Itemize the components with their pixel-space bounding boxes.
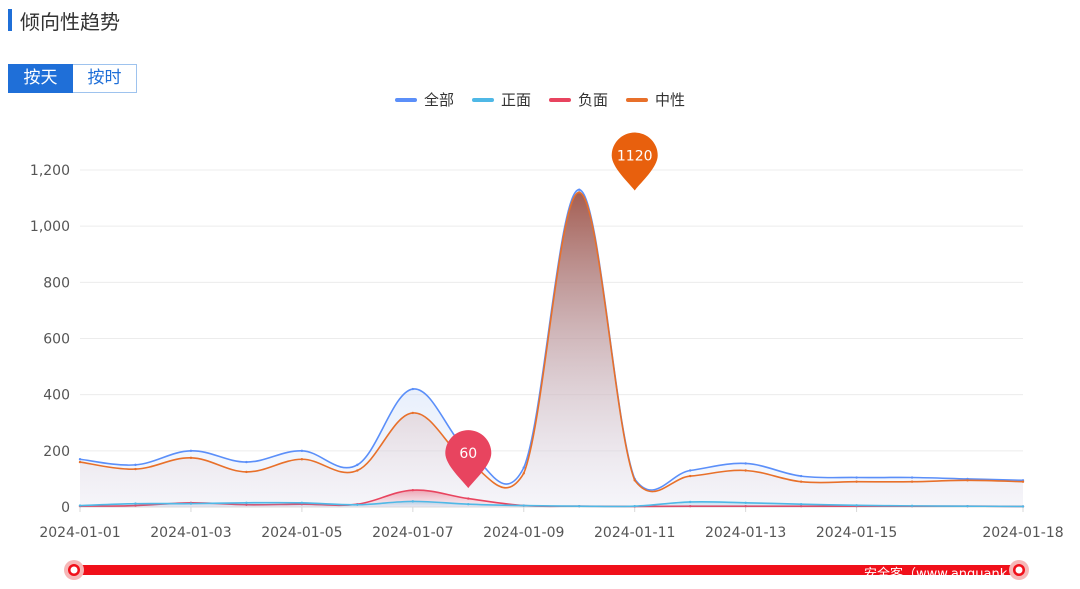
data-point (78, 504, 82, 507)
data-point (578, 191, 581, 194)
data-point (189, 502, 193, 505)
x-tick-label: 2024-01-13 (705, 525, 786, 541)
data-point (799, 502, 803, 506)
x-tick-label: 2024-01-15 (816, 525, 897, 541)
data-point (688, 469, 692, 472)
legend-label: 中性 (655, 91, 686, 109)
y-tick-label: 200 (43, 444, 70, 460)
data-point (245, 460, 248, 464)
x-tick-label: 2024-01-07 (372, 525, 453, 541)
x-tick-label: 2024-01-01 (39, 525, 120, 541)
y-tick-label: 600 (43, 332, 70, 348)
series-line-正面 (79, 500, 1024, 508)
by-day-button[interactable]: 按天 (8, 64, 73, 93)
y-tick-label: 0 (61, 500, 70, 516)
area-正面 (80, 501, 1023, 507)
zoom-handle-start[interactable] (64, 560, 84, 580)
legend-label: 负面 (578, 91, 609, 109)
watermark-text: 安全客（www.anquank (864, 567, 1008, 582)
y-tick-label: 400 (43, 388, 70, 404)
data-point (356, 469, 359, 472)
data-point (356, 503, 359, 506)
data-point (744, 469, 747, 472)
data-point (134, 502, 137, 505)
data-point (300, 449, 304, 453)
data-point (189, 456, 193, 460)
data-point (189, 449, 193, 453)
data-point (744, 501, 747, 504)
data-point (910, 504, 914, 508)
data-point (522, 472, 525, 475)
data-point (910, 480, 914, 483)
x-tick-label: 2024-01-18 (982, 525, 1063, 541)
y-tick-label: 1,200 (30, 163, 70, 179)
data-point (744, 462, 747, 465)
legend-swatch (549, 97, 571, 102)
annotation-pin (445, 430, 492, 489)
data-point (688, 474, 692, 478)
data-point (578, 188, 581, 191)
data-point (411, 411, 415, 415)
annotation-label: 1120 (617, 148, 653, 164)
data-point (966, 479, 969, 482)
data-point (799, 474, 803, 478)
data-point (855, 476, 858, 479)
data-point (1021, 505, 1025, 508)
x-tick-label: 2024-01-03 (150, 525, 231, 541)
data-point (522, 504, 525, 507)
area-中性 (80, 192, 1023, 507)
legend-swatch (394, 97, 417, 102)
x-tick-label: 2024-01-05 (261, 525, 342, 541)
legend-item[interactable]: 中性 (626, 89, 685, 110)
data-point (467, 502, 470, 506)
annotation-pin (611, 132, 658, 191)
data-point (245, 501, 248, 504)
data-point (799, 480, 803, 483)
data-point (411, 387, 415, 391)
zoom-slider-track (74, 565, 1019, 575)
data-point (467, 497, 470, 500)
legend-item[interactable]: 正面 (471, 89, 531, 110)
legend-item[interactable]: 全部 (394, 89, 454, 110)
data-point (966, 504, 969, 508)
data-point (633, 479, 636, 482)
x-tick-label: 2024-01-09 (483, 525, 564, 541)
data-point (356, 463, 359, 467)
chart-legend: 全部 正面 负面 中性 (0, 89, 1080, 110)
legend-label: 全部 (423, 91, 454, 109)
data-point (300, 501, 304, 504)
y-tick-label: 800 (43, 275, 70, 291)
y-tick-label: 1,000 (30, 219, 70, 235)
data-point (245, 470, 248, 474)
granularity-toggle: 按天 按时 (8, 64, 137, 93)
data-point (688, 500, 692, 504)
data-point (522, 466, 525, 469)
legend-swatch (471, 97, 494, 102)
legend-item[interactable]: 负面 (549, 89, 608, 110)
title-accent-bar (8, 9, 12, 31)
data-point (910, 476, 914, 479)
series-line-中性 (79, 191, 1024, 493)
data-point (855, 504, 858, 507)
data-point (78, 458, 82, 461)
data-point (1021, 480, 1025, 483)
page-title: 倾向性趋势 (20, 10, 120, 34)
data-point (578, 504, 581, 508)
data-point (134, 463, 137, 467)
zoom-handle-end[interactable] (1009, 560, 1029, 580)
data-point (855, 480, 858, 483)
data-point (300, 458, 304, 461)
x-tick-label: 2024-01-11 (594, 525, 675, 541)
data-point (78, 460, 82, 464)
data-point (633, 504, 636, 508)
data-point (134, 467, 137, 471)
data-point (411, 500, 415, 503)
annotation-label: 60 (459, 446, 477, 462)
legend-label: 正面 (500, 91, 531, 109)
by-hour-button[interactable]: 按时 (73, 64, 137, 93)
data-point (411, 488, 415, 492)
legend-swatch (626, 97, 649, 102)
